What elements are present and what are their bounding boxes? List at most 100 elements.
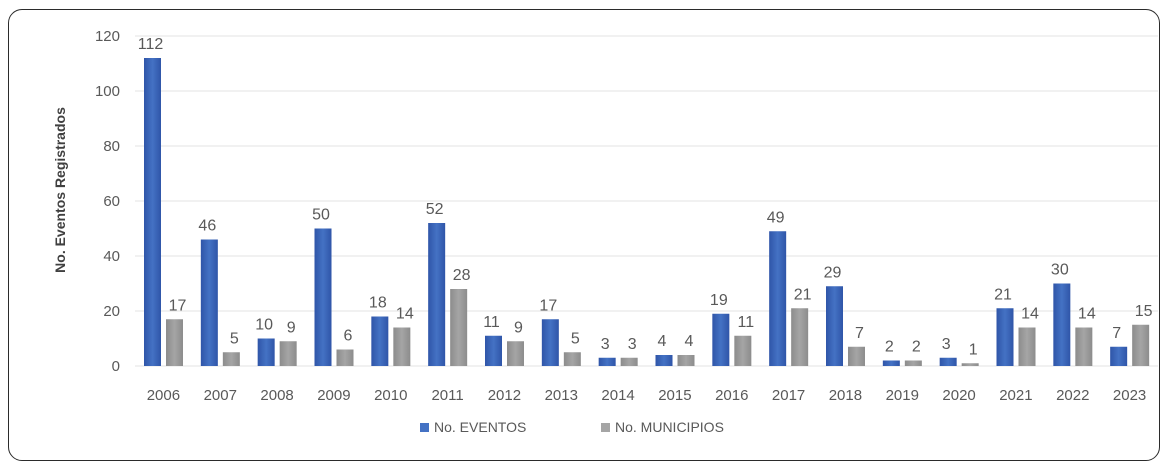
data-label: 2 [912,339,921,356]
data-label: 28 [453,267,471,284]
data-label: 11 [483,314,500,331]
bar-municipios-2008 [279,341,297,366]
data-label: 19 [710,292,728,309]
bar-eventos-2010 [371,316,389,366]
data-label: 50 [312,207,330,224]
data-label: 3 [628,336,637,353]
bar-municipios-2023 [1132,324,1150,366]
x-tick-label: 2022 [1056,387,1089,404]
y-tick-label: 60 [103,193,120,210]
data-label: 46 [198,218,216,235]
data-label: 17 [539,297,557,314]
bar-municipios-2016 [734,335,752,366]
data-label: 17 [169,297,187,314]
bar-eventos-2016 [712,313,730,366]
data-label: 21 [994,286,1012,303]
bar-eventos-2013 [541,319,559,366]
bar-eventos-2021 [996,308,1014,366]
bar-municipios-2013 [563,352,581,366]
data-label: 14 [1021,306,1039,323]
data-label: 10 [255,317,273,334]
bar-eventos-2023 [1110,346,1128,366]
data-label: 3 [601,336,610,353]
bar-municipios-2006 [166,319,183,366]
data-label: 112 [138,36,164,53]
x-tick-label: 2018 [829,387,862,404]
data-label: 9 [287,319,296,336]
y-tick-label: 120 [95,28,120,45]
bar-municipios-2020 [961,363,979,366]
data-label: 30 [1051,262,1069,279]
y-tick-label: 100 [95,83,120,100]
y-tick-label: 20 [103,303,120,320]
data-label: 2 [885,339,894,356]
data-label: 11 [738,314,755,331]
x-tick-label: 2016 [715,387,748,404]
data-label: 7 [855,325,864,342]
x-tick-label: 2023 [1113,387,1146,404]
data-label: 7 [1112,325,1121,342]
y-axis-label: No. Eventos Registrados [52,107,68,273]
bar-eventos-2019 [882,360,900,366]
bar-municipios-2012 [507,341,524,366]
bar-eventos-2017 [769,231,787,366]
bar-eventos-2007 [200,239,218,366]
bar-municipios-2018 [848,346,865,366]
data-label: 52 [426,201,444,218]
bar-eventos-2008 [257,338,275,366]
data-label: 14 [1078,306,1096,323]
data-label: 4 [658,333,667,350]
bar-municipios-2010 [393,327,411,366]
bar-eventos-2018 [826,286,843,366]
bar-municipios-2017 [791,308,809,366]
data-label: 6 [344,328,353,345]
bar-eventos-2022 [1053,283,1071,366]
data-label: 9 [514,319,523,336]
legend-swatch-1 [601,423,610,432]
x-tick-label: 2020 [942,387,975,404]
bar-eventos-2015 [655,355,673,366]
x-tick-label: 2008 [260,387,293,404]
legend-label-0: No. EVENTOS [434,419,526,435]
data-label: 3 [942,336,951,353]
data-label: 5 [571,330,580,347]
bar-eventos-2009 [314,228,332,366]
x-tick-label: 2007 [204,387,237,404]
x-tick-label: 2013 [545,387,578,404]
x-tick-label: 2021 [999,387,1032,404]
y-axis-ticks: 0 20 40 60 80 100 120 [95,28,120,375]
data-label: 15 [1135,303,1153,320]
x-tick-label: 2015 [658,387,691,404]
bar-municipios-2009 [336,349,354,366]
bar-eventos-2011 [428,223,446,366]
bar-municipios-2014 [620,357,638,366]
bar-municipios-2019 [904,360,922,366]
x-tick-label: 2006 [147,387,180,404]
x-tick-label: 2014 [601,387,634,404]
bar-eventos-2014 [598,357,616,366]
data-label: 14 [396,306,414,323]
bar-municipios-2015 [677,355,695,366]
data-label: 4 [685,333,694,350]
chart-frame [8,9,1160,461]
legend-label-1: No. MUNICIPIOS [615,419,724,435]
x-tick-label: 2011 [431,387,463,404]
bar-municipios-2011 [450,289,468,366]
data-label: 5 [230,330,239,347]
x-tick-label: 2010 [374,387,407,404]
data-label: 21 [794,286,812,303]
legend: No. EVENTOS No. MUNICIPIOS [420,419,724,435]
x-tick-label: 2009 [317,387,350,404]
x-tick-label: 2019 [886,387,919,404]
bar-municipios-2022 [1075,327,1093,366]
data-label: 1 [969,341,978,358]
x-tick-label: 2012 [488,387,521,404]
bar-eventos-2012 [485,335,502,366]
bar-eventos-2006 [144,58,161,366]
legend-swatch-0 [420,423,429,432]
data-label: 29 [824,264,842,281]
bar-municipios-2007 [222,352,240,366]
y-tick-label: 40 [103,248,120,265]
